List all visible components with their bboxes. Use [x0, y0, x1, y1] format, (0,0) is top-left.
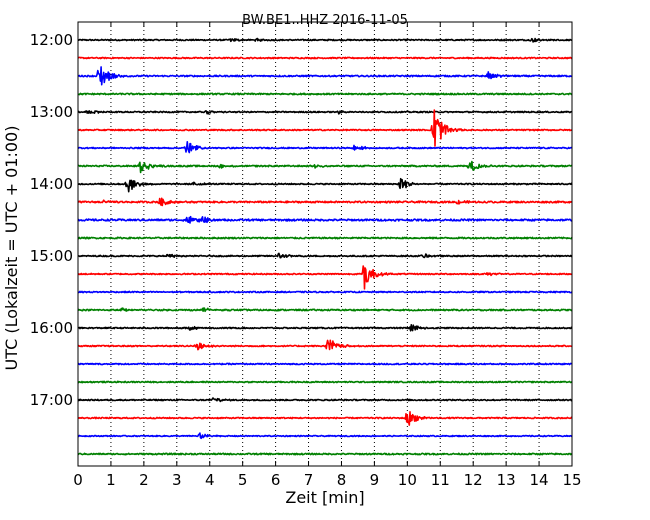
- x-tick-label: 1: [106, 471, 116, 489]
- trace-1600: [77, 323, 573, 332]
- trace-1345: [77, 160, 573, 174]
- y-tick-label: 12:00: [30, 31, 73, 49]
- y-tick-label: 13:00: [30, 103, 73, 121]
- trace-1630: [77, 362, 573, 366]
- x-tick-label: 7: [304, 471, 314, 489]
- x-tick-label: 9: [370, 471, 380, 489]
- trace-1430: [77, 215, 573, 224]
- trace-1715: [77, 410, 573, 426]
- x-tick-label: 8: [337, 471, 347, 489]
- trace-1645: [77, 380, 573, 384]
- x-tick-label: 15: [562, 471, 581, 489]
- x-tick-label: 14: [530, 471, 549, 489]
- trace-1515: [77, 265, 573, 290]
- trace-1330: [77, 141, 573, 154]
- trace-1215: [77, 56, 573, 60]
- trace-1500: [77, 252, 573, 259]
- trace-1545: [77, 307, 573, 313]
- trace-1245: [77, 92, 573, 96]
- trace-1200: [77, 37, 573, 43]
- x-tick-label: 10: [398, 471, 417, 489]
- trace-1315: [77, 109, 573, 147]
- trace-1745: [77, 452, 573, 456]
- x-tick-label: 3: [172, 471, 182, 489]
- plot-frame: [77, 21, 573, 467]
- x-tick-label: 4: [205, 471, 215, 489]
- y-axis: 12:00 13:00 14:00 15:00 16:00 17:00: [30, 31, 572, 409]
- x-tick-label: 11: [431, 471, 450, 489]
- trace-1445: [77, 236, 573, 240]
- x-axis: 0 1 2 3 4 5 6 7 8 9 10 11 12 13 14 15: [73, 22, 582, 489]
- x-tick-label: 13: [497, 471, 516, 489]
- y-tick-label: 14:00: [30, 175, 73, 193]
- y-axis-label: UTC (Lokalzeit = UTC + 01:00): [2, 126, 21, 371]
- trace-1730: [77, 432, 573, 440]
- trace-1300: [77, 110, 573, 115]
- x-tick-label: 12: [464, 471, 483, 489]
- trace-1400: [77, 177, 573, 193]
- x-tick-label: 2: [139, 471, 149, 489]
- x-tick-label: 0: [73, 471, 83, 489]
- y-tick-label: 16:00: [30, 319, 73, 337]
- x-axis-label: Zeit [min]: [285, 488, 364, 507]
- trace-1700: [77, 397, 573, 403]
- y-tick-label: 17:00: [30, 391, 73, 409]
- trace-1415: [77, 197, 573, 207]
- trace-1530: [77, 290, 573, 294]
- trace-1230: [77, 66, 573, 86]
- trace-1615: [77, 339, 573, 351]
- chart-title: BW.BE1..HHZ 2016-11-05: [242, 13, 408, 28]
- y-tick-label: 15:00: [30, 247, 73, 265]
- x-tick-label: 5: [238, 471, 248, 489]
- traces: [77, 37, 573, 456]
- x-tick-label: 6: [271, 471, 281, 489]
